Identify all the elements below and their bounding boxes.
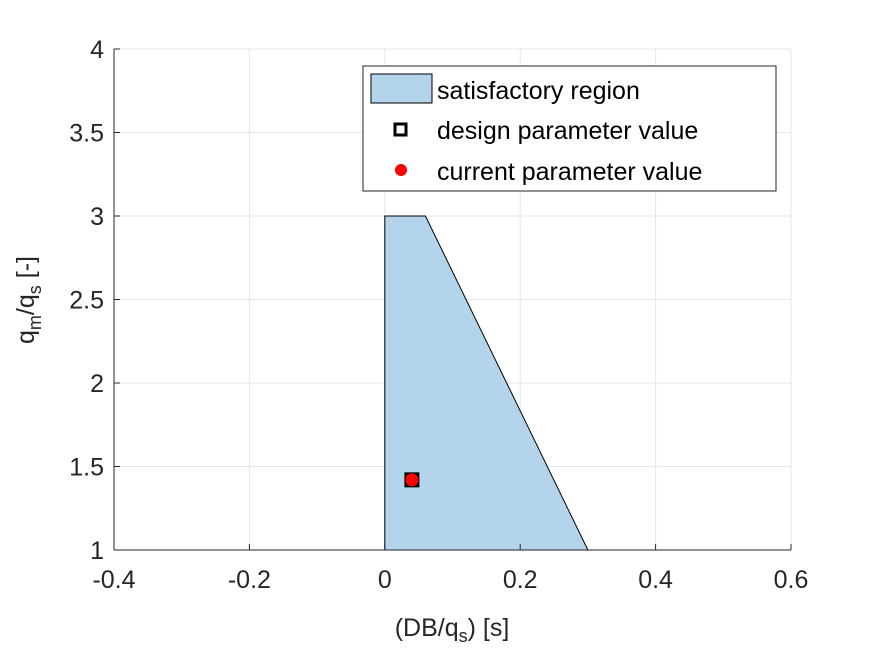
y-tick-label: 2.5: [69, 287, 104, 315]
legend-label-current: current parameter value: [437, 158, 702, 186]
legend-label-region: satisfactory region: [437, 77, 640, 105]
x-axis-label: (DB/qs) [s]: [395, 614, 510, 646]
x-tick-labels: -0.4 -0.2 0 0.2 0.4 0.6: [92, 566, 808, 594]
legend-swatch-current: [395, 164, 407, 176]
y-tick-label: 1: [90, 537, 104, 565]
y-tick-label: 2: [90, 370, 104, 398]
x-tick-label: 0.2: [503, 566, 538, 594]
x-tick-label: 0: [378, 566, 392, 594]
x-tick-label: 0.6: [774, 566, 809, 594]
legend-swatch-region: [370, 73, 433, 104]
y-tick-label: 3.5: [69, 120, 104, 148]
y-tick-label: 1.5: [69, 454, 104, 482]
x-tick-label: -0.2: [228, 566, 271, 594]
ticks: [113, 48, 792, 551]
x-tick-label: 0.4: [638, 566, 673, 594]
current-point-marker: [405, 473, 419, 487]
y-axis-label: qm/qs [-]: [12, 256, 45, 344]
legend-swatch-design: [393, 122, 408, 137]
legend-label-design: design parameter value: [437, 117, 698, 145]
y-tick-label: 4: [90, 36, 104, 64]
y-tick-labels: 1 1.5 2 2.5 3 3.5 4: [69, 36, 104, 565]
x-tick-label: -0.4: [92, 566, 135, 594]
y-tick-label: 3: [90, 203, 104, 231]
legend: satisfactory region design parameter val…: [362, 65, 777, 192]
